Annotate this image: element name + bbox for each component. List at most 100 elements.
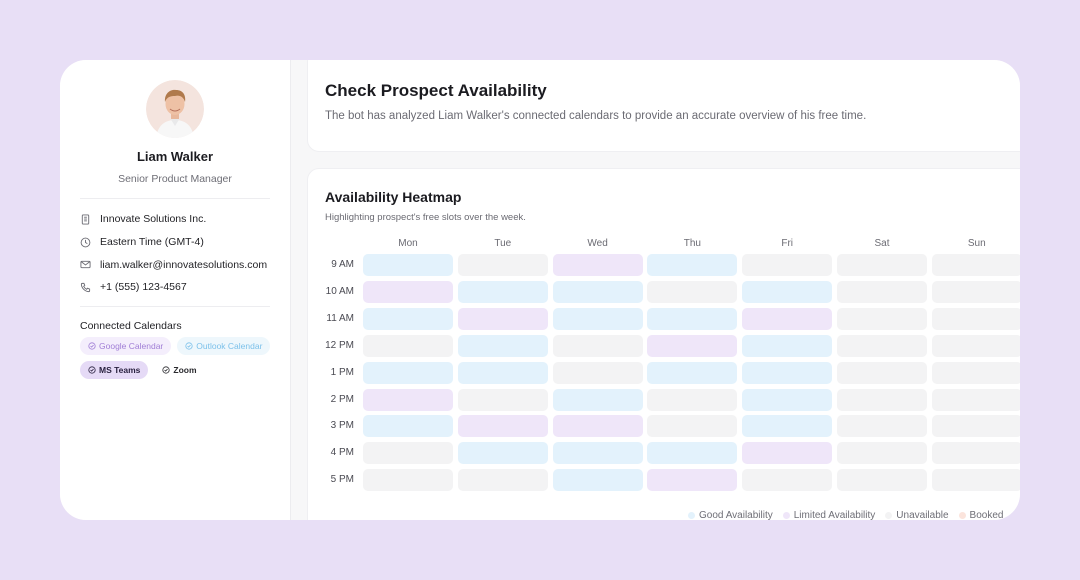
heatmap-cell-unavailable[interactable]	[363, 334, 453, 357]
check-circle-icon	[185, 342, 193, 350]
page-subtitle: The bot has analyzed Liam Walker's conne…	[325, 110, 867, 122]
heatmap-cell-unavailable[interactable]	[931, 334, 1020, 357]
heatmap-cell-unavailable[interactable]	[457, 388, 548, 411]
time-label: 10 AM	[325, 285, 354, 297]
heatmap-cell-unavailable[interactable]	[837, 254, 927, 276]
calendar-chip-outlook[interactable]: Outlook Calendar	[177, 336, 271, 355]
building-icon	[81, 214, 90, 225]
heatmap-subtitle: Highlighting prospect's free slots over …	[325, 212, 526, 223]
legend-swatch	[782, 512, 790, 519]
heatmap-cell-unavailable[interactable]	[647, 280, 738, 303]
heatmap-cell-limited[interactable]	[457, 415, 548, 438]
heatmap-cell-good[interactable]	[647, 254, 738, 276]
heatmap-cell-unavailable[interactable]	[931, 469, 1020, 492]
legend-item-booked: Booked	[958, 510, 1003, 520]
heatmap-cell-unavailable[interactable]	[647, 388, 738, 411]
heatmap-cell-unavailable[interactable]	[837, 388, 927, 411]
company-row: Innovate Solutions Inc.	[80, 208, 270, 231]
heatmap-cell-limited[interactable]	[363, 388, 453, 411]
heatmap-cell-unavailable[interactable]	[931, 307, 1020, 330]
heatmap-cell-unavailable[interactable]	[742, 254, 833, 276]
heatmap-cell-limited[interactable]	[742, 442, 833, 465]
heatmap-cell-unavailable[interactable]	[837, 280, 927, 303]
heatmap-cell-good[interactable]	[742, 361, 833, 384]
heatmap-cell-unavailable[interactable]	[363, 442, 453, 465]
heatmap-cell-unavailable[interactable]	[647, 415, 738, 438]
avatar	[146, 80, 204, 138]
heatmap-cell-unavailable[interactable]	[837, 334, 927, 357]
heatmap-cell-good[interactable]	[363, 415, 453, 438]
phone-number: +1 (555) 123-4567	[100, 281, 187, 294]
legend-item-good: Good Availability	[688, 510, 773, 520]
heatmap-cell-unavailable[interactable]	[552, 361, 643, 384]
heatmap-cell-unavailable[interactable]	[552, 334, 643, 357]
heatmap-cell-good[interactable]	[363, 307, 453, 330]
heatmap-cell-unavailable[interactable]	[931, 280, 1020, 303]
heatmap-cell-good[interactable]	[552, 469, 643, 492]
heatmap-cell-good[interactable]	[742, 280, 833, 303]
heatmap-cell-good[interactable]	[647, 361, 738, 384]
heatmap-cell-unavailable[interactable]	[837, 307, 927, 330]
time-label: 4 PM	[330, 447, 354, 459]
heatmap-cell-limited[interactable]	[552, 415, 643, 438]
heatmap-cell-good[interactable]	[742, 388, 833, 411]
heatmap-cell-limited[interactable]	[647, 334, 738, 357]
check-circle-icon	[88, 366, 96, 374]
heatmap-cell-limited[interactable]	[552, 254, 643, 276]
email-link[interactable]: liam.walker@innovatesolutions.com	[100, 258, 268, 271]
heatmap-cell-good[interactable]	[457, 280, 548, 303]
time-label: 12 PM	[325, 339, 354, 351]
legend-swatch	[885, 512, 893, 519]
heatmap-cell-good[interactable]	[363, 254, 453, 276]
heatmap-cell-limited[interactable]	[457, 307, 548, 330]
heatmap-cell-good[interactable]	[363, 361, 453, 384]
heatmap-cell-unavailable[interactable]	[837, 415, 927, 438]
heatmap-cell-good[interactable]	[552, 442, 643, 465]
heatmap-cell-unavailable[interactable]	[457, 469, 548, 492]
day-header-tue: Tue	[494, 238, 512, 249]
legend-item-limited: Limited Availability	[782, 510, 875, 520]
phone-icon	[80, 282, 91, 292]
heatmap-cell-good[interactable]	[457, 361, 548, 384]
heatmap-cell-unavailable[interactable]	[931, 415, 1020, 438]
calendar-chip-zoom[interactable]: Zoom	[154, 361, 204, 379]
heatmap-cell-limited[interactable]	[742, 307, 833, 330]
heatmap-cell-unavailable[interactable]	[742, 469, 833, 492]
heatmap-cell-good[interactable]	[457, 442, 548, 465]
time-label: 3 PM	[330, 420, 354, 432]
heatmap-cell-unavailable[interactable]	[931, 442, 1020, 465]
profile-name: Liam Walker	[136, 149, 214, 164]
heatmap-cell-unavailable[interactable]	[837, 442, 927, 465]
heatmap-cell-limited[interactable]	[647, 469, 738, 492]
heatmap-cell-unavailable[interactable]	[931, 361, 1020, 384]
page-title: Check Prospect Availability	[325, 81, 547, 100]
heatmap-cell-good[interactable]	[647, 307, 738, 330]
legend-label: Good Availability	[699, 510, 773, 520]
heatmap-cell-good[interactable]	[457, 334, 548, 357]
calendar-chips: Google Calendar Outlook Calendar MS Teams Z…	[80, 336, 280, 379]
check-circle-icon	[162, 366, 171, 374]
heatmap-cell-good[interactable]	[552, 388, 643, 411]
heatmap-cell-good[interactable]	[552, 307, 643, 330]
calendar-chip-google[interactable]: Google Calendar	[80, 336, 172, 355]
heatmap-legend: Good Availability Limited Availability Una…	[688, 510, 1003, 520]
calendar-chip-label: Zoom	[173, 364, 197, 375]
time-label: 5 PM	[330, 474, 354, 486]
heatmap-cell-good[interactable]	[552, 280, 643, 303]
heatmap-cell-good[interactable]	[742, 334, 833, 357]
heatmap-cell-unavailable[interactable]	[363, 469, 453, 492]
contact-info-list: Innovate Solutions Inc. Eastern Time (GM…	[80, 208, 270, 299]
heatmap-cell-unavailable[interactable]	[931, 254, 1020, 276]
timezone-text: Eastern Time (GMT-4)	[100, 236, 204, 249]
calendar-chip-teams[interactable]: MS Teams	[80, 360, 149, 379]
heatmap-cell-limited[interactable]	[363, 280, 453, 303]
day-header-sun: Sun	[967, 238, 986, 249]
day-header-thu: Thu	[683, 238, 701, 249]
heatmap-cell-unavailable[interactable]	[931, 388, 1020, 411]
heatmap-cell-good[interactable]	[742, 415, 833, 438]
heatmap-cell-unavailable[interactable]	[837, 361, 927, 384]
heatmap-cell-unavailable[interactable]	[837, 469, 927, 492]
heatmap-cell-unavailable[interactable]	[457, 254, 548, 276]
calendar-chip-label: Google Calendar	[99, 340, 164, 351]
heatmap-cell-good[interactable]	[647, 442, 738, 465]
